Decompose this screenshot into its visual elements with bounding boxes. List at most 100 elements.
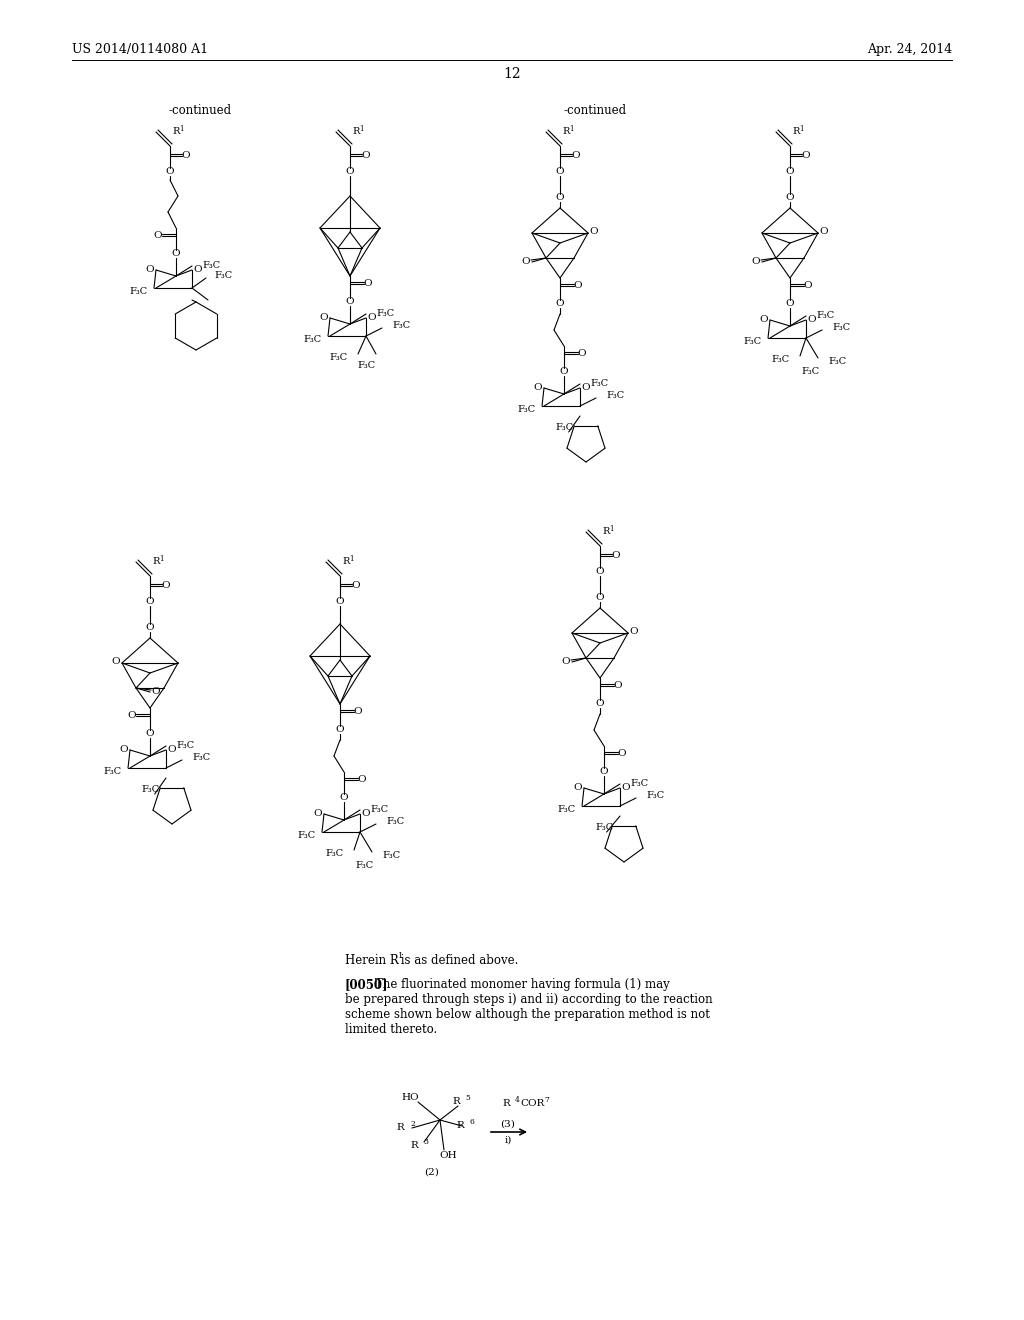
- Text: O: O: [785, 300, 795, 309]
- Text: O: O: [808, 314, 816, 323]
- Text: R: R: [172, 128, 179, 136]
- Text: OH: OH: [439, 1151, 457, 1159]
- Text: 1: 1: [568, 125, 573, 133]
- Text: O: O: [172, 249, 180, 259]
- Text: O: O: [145, 598, 155, 606]
- Text: (2): (2): [425, 1167, 439, 1176]
- Text: F₃C: F₃C: [214, 271, 232, 280]
- Text: R: R: [602, 528, 609, 536]
- Text: O: O: [521, 257, 530, 267]
- Text: O: O: [556, 300, 564, 309]
- Text: O: O: [556, 194, 564, 202]
- Text: O: O: [560, 367, 568, 376]
- Text: O: O: [145, 623, 155, 632]
- Text: F₃C: F₃C: [176, 741, 195, 750]
- Text: F₃C: F₃C: [743, 337, 762, 346]
- Text: O: O: [573, 281, 583, 289]
- Text: F₃C: F₃C: [370, 804, 388, 813]
- Text: O: O: [617, 748, 627, 758]
- Text: 1: 1: [799, 125, 803, 133]
- Text: O: O: [162, 581, 170, 590]
- Text: F₃C: F₃C: [772, 355, 790, 364]
- Text: F₃C: F₃C: [590, 379, 608, 388]
- Text: O: O: [168, 744, 176, 754]
- Text: O: O: [613, 681, 623, 689]
- Text: O: O: [154, 231, 163, 239]
- Text: O: O: [152, 688, 161, 697]
- Text: HO: HO: [401, 1093, 419, 1102]
- Text: is as defined above.: is as defined above.: [397, 953, 518, 966]
- Text: F₃C: F₃C: [130, 286, 148, 296]
- Text: 3: 3: [423, 1138, 428, 1146]
- Text: 1: 1: [358, 125, 364, 133]
- Text: O: O: [351, 581, 360, 590]
- Text: O: O: [596, 594, 604, 602]
- Text: R: R: [352, 128, 359, 136]
- Text: -continued: -continued: [563, 103, 627, 116]
- Text: 1: 1: [159, 554, 163, 564]
- Text: O: O: [112, 656, 120, 665]
- Text: O: O: [819, 227, 828, 235]
- Text: O: O: [361, 808, 371, 817]
- Text: O: O: [622, 783, 631, 792]
- Text: O: O: [340, 793, 348, 803]
- Text: R: R: [562, 128, 569, 136]
- Text: R: R: [396, 1123, 404, 1133]
- Text: -continued: -continued: [168, 103, 231, 116]
- Text: Apr. 24, 2014: Apr. 24, 2014: [866, 44, 952, 57]
- Text: O: O: [785, 168, 795, 177]
- Text: O: O: [760, 314, 768, 323]
- Text: F₃C: F₃C: [606, 392, 624, 400]
- Text: O: O: [582, 383, 590, 392]
- Text: O: O: [194, 264, 203, 273]
- Text: R: R: [453, 1097, 460, 1106]
- Text: R: R: [342, 557, 349, 566]
- Text: 6: 6: [469, 1118, 474, 1126]
- Text: F₃C: F₃C: [357, 362, 375, 371]
- Text: F₃C: F₃C: [202, 260, 220, 269]
- Text: F₃C: F₃C: [646, 792, 665, 800]
- Text: O: O: [596, 700, 604, 709]
- Text: O: O: [630, 627, 638, 635]
- Text: F₃C: F₃C: [142, 785, 160, 795]
- Text: US 2014/0114080 A1: US 2014/0114080 A1: [72, 44, 208, 57]
- Text: O: O: [145, 264, 155, 273]
- Text: R: R: [793, 128, 800, 136]
- Text: 1: 1: [608, 525, 613, 533]
- Text: O: O: [590, 227, 598, 235]
- Text: O: O: [166, 168, 174, 177]
- Text: F₃C: F₃C: [382, 851, 400, 861]
- Text: O: O: [346, 168, 354, 177]
- Text: O: O: [319, 313, 329, 322]
- Text: O: O: [145, 730, 155, 738]
- Text: 1: 1: [349, 554, 353, 564]
- Text: O: O: [562, 657, 570, 667]
- Text: F₃C: F₃C: [556, 424, 574, 433]
- Text: F₃C: F₃C: [518, 404, 536, 413]
- Text: F₃C: F₃C: [304, 334, 322, 343]
- Text: O: O: [313, 808, 323, 817]
- Text: O: O: [336, 726, 344, 734]
- Text: F₃C: F₃C: [298, 830, 316, 840]
- Text: R: R: [457, 1122, 464, 1130]
- Text: O: O: [802, 150, 810, 160]
- Text: F₃C: F₃C: [376, 309, 394, 318]
- Text: O: O: [571, 150, 581, 160]
- Text: O: O: [128, 710, 136, 719]
- Text: 2: 2: [410, 1119, 415, 1129]
- Text: F₃C: F₃C: [392, 322, 411, 330]
- Text: 4: 4: [515, 1096, 520, 1104]
- Text: R: R: [502, 1100, 510, 1109]
- Text: F₃C: F₃C: [386, 817, 404, 826]
- Text: O: O: [357, 775, 367, 784]
- Text: F₃C: F₃C: [330, 354, 348, 363]
- Text: O: O: [596, 568, 604, 577]
- Text: F₃C: F₃C: [828, 358, 846, 367]
- Text: R: R: [153, 557, 160, 566]
- Text: 12: 12: [503, 67, 521, 81]
- Text: F₃C: F₃C: [816, 310, 835, 319]
- Text: O: O: [353, 706, 362, 715]
- Text: F₃C: F₃C: [558, 804, 575, 813]
- Text: O: O: [336, 598, 344, 606]
- Text: F₃C: F₃C: [801, 367, 819, 376]
